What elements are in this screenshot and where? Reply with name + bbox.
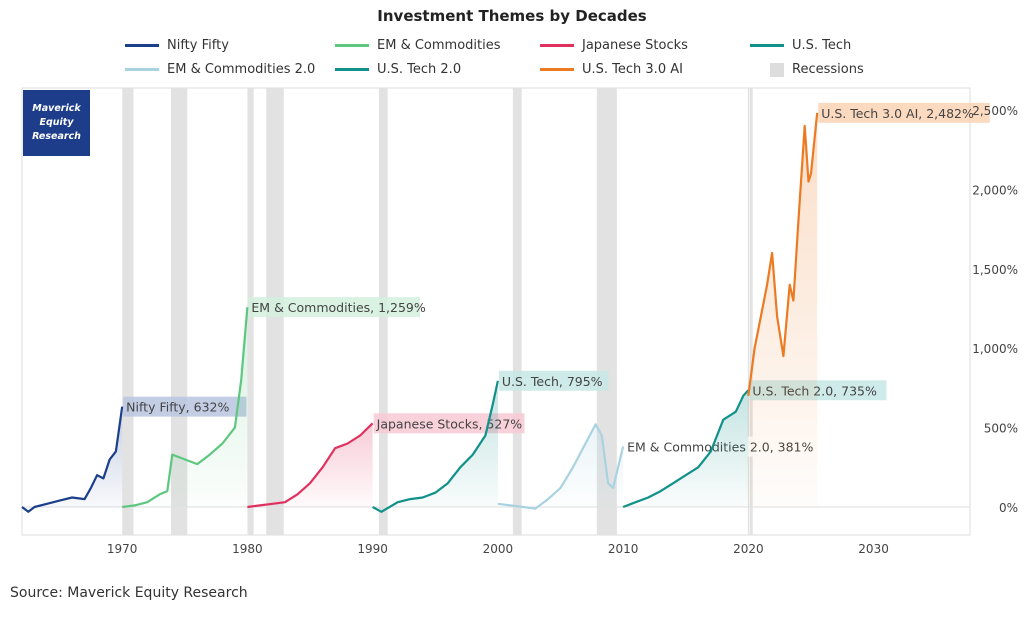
chart-title: Investment Themes by Decades bbox=[377, 7, 647, 25]
series-area bbox=[497, 424, 624, 509]
recession-band bbox=[749, 88, 753, 535]
series-area bbox=[247, 423, 373, 507]
data-label: U.S. Tech, 795% bbox=[502, 374, 603, 389]
data-label: EM & Commodities, 1,259% bbox=[251, 300, 425, 315]
legend-swatch bbox=[125, 44, 159, 47]
legend-label: U.S. Tech bbox=[792, 38, 852, 53]
series-area bbox=[372, 380, 498, 512]
x-tick-label: 2010 bbox=[608, 542, 639, 556]
data-label-bg bbox=[248, 297, 421, 318]
series-line bbox=[372, 380, 499, 513]
legend-swatch bbox=[540, 68, 574, 71]
legend-swatch bbox=[770, 62, 784, 77]
legend-item: Recessions bbox=[750, 62, 864, 77]
logo: Maverick Equity Research bbox=[23, 90, 90, 156]
source-note: Source: Maverick Equity Research bbox=[10, 585, 248, 601]
data-label-bg bbox=[498, 370, 609, 391]
x-tick-label: 2000 bbox=[483, 542, 514, 556]
data-label-bg bbox=[818, 102, 990, 123]
legend-label: U.S. Tech 3.0 AI bbox=[582, 62, 683, 77]
y-tick-label: 2,500% bbox=[972, 104, 1018, 118]
y-tick-label: 1,500% bbox=[972, 263, 1018, 277]
legend-item: U.S. Tech bbox=[750, 38, 851, 53]
legend-swatch bbox=[335, 68, 369, 71]
data-label-bg bbox=[123, 396, 247, 417]
legend-item: EM & Commodities bbox=[335, 38, 501, 53]
x-tick-label: 1970 bbox=[107, 542, 138, 556]
legend-item: U.S. Tech 2.0 bbox=[335, 62, 461, 77]
legend-label: EM & Commodities 2.0 bbox=[167, 62, 316, 77]
legend-label: Recessions bbox=[792, 62, 864, 77]
legend-label: U.S. Tech 2.0 bbox=[377, 62, 462, 77]
legend-label: Japanese Stocks bbox=[582, 38, 688, 53]
data-label: U.S. Tech 3.0 AI, 2,482% bbox=[821, 106, 974, 121]
legend-item: U.S. Tech 3.0 AI bbox=[540, 62, 683, 77]
recession-band bbox=[512, 88, 522, 535]
legend-label: EM & Commodities bbox=[377, 38, 501, 53]
data-label: Japanese Stocks, 527% bbox=[376, 416, 523, 431]
data-label: Nifty Fifty, 632% bbox=[126, 400, 229, 415]
plot-frame bbox=[21, 87, 971, 536]
y-tick-label: 1,000% bbox=[972, 342, 1018, 356]
legend-label: Nifty Fifty bbox=[167, 38, 229, 53]
series-area bbox=[623, 390, 749, 507]
series-line bbox=[21, 406, 124, 513]
x-tick-label: 2020 bbox=[733, 542, 764, 556]
legend-item: Japanese Stocks bbox=[540, 38, 688, 53]
legend-item: Nifty Fifty bbox=[125, 38, 229, 53]
legend-item: EM & Commodities 2.0 bbox=[125, 62, 315, 77]
series-line bbox=[247, 422, 374, 509]
legend-swatch bbox=[335, 44, 369, 47]
series-line bbox=[122, 307, 249, 509]
series-line bbox=[497, 423, 625, 510]
recession-band bbox=[122, 88, 134, 535]
y-tick-label: 2,000% bbox=[972, 183, 1018, 197]
y-tick-label: 500% bbox=[984, 422, 1018, 436]
x-tick-label: 2030 bbox=[858, 542, 889, 556]
legend-swatch bbox=[125, 68, 159, 71]
series-line bbox=[622, 389, 750, 509]
y-tick-label: 0% bbox=[999, 501, 1018, 515]
series-area bbox=[22, 406, 123, 512]
recession-band bbox=[596, 88, 617, 535]
legend-swatch bbox=[540, 44, 574, 47]
x-tick-label: 1990 bbox=[357, 542, 388, 556]
series-line bbox=[747, 112, 819, 396]
recession-band bbox=[171, 88, 188, 535]
legend-swatch bbox=[750, 44, 784, 47]
x-tick-label: 1980 bbox=[232, 542, 263, 556]
series-area bbox=[122, 307, 248, 507]
